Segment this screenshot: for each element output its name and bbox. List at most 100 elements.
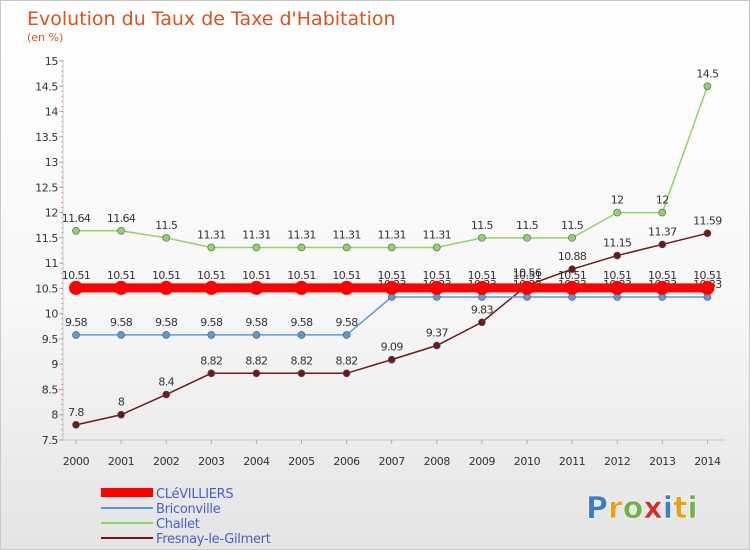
data-point	[429, 280, 444, 295]
data-point	[294, 280, 309, 295]
data-point	[339, 280, 354, 295]
x-tick-label: 2009	[469, 455, 496, 468]
y-tick-label: 14	[45, 106, 59, 119]
data-label: 9.09	[381, 341, 404, 354]
logo-wordmark: Proxiti	[586, 491, 698, 526]
data-point	[114, 280, 129, 295]
data-point	[297, 369, 306, 378]
data-point	[478, 234, 486, 242]
data-point	[342, 243, 351, 252]
data-point	[159, 280, 174, 295]
data-point	[342, 369, 351, 378]
unit-label: (en %)	[27, 31, 63, 44]
y-tick-label: 13	[45, 156, 59, 169]
y-tick-label: 10.5	[35, 282, 58, 295]
data-label: 10.51	[558, 269, 587, 282]
data-label: 10.51	[62, 269, 91, 282]
data-label: 10.51	[242, 269, 271, 282]
legend-label: Challet	[156, 517, 200, 532]
y-tick-label: 8.5	[42, 383, 59, 396]
x-tick-label: 2006	[333, 455, 360, 468]
data-label: 10.51	[468, 269, 497, 282]
y-tick-label: 13.5	[35, 131, 58, 144]
data-label: 11.31	[287, 228, 316, 241]
data-label: 11.64	[62, 212, 91, 225]
series-fresnay-le-gilmert: 7.8 8 8.4 8.82 8.82 8.82 8.82 9.09 9.37 9.83 10.56…	[68, 214, 723, 429]
data-label: 11.31	[332, 228, 361, 241]
x-tick-label: 2012	[604, 455, 630, 468]
data-label: 9.58	[336, 316, 359, 329]
data-label: 10.88	[558, 250, 587, 263]
data-point	[703, 82, 712, 91]
series-line	[75, 232, 708, 426]
data-label: 11.37	[648, 225, 677, 238]
data-point	[252, 331, 261, 339]
data-label: 9.58	[110, 316, 133, 329]
logo-letter: x	[643, 491, 662, 526]
y-tick-label: 10	[45, 308, 59, 321]
y-tick-label: 8	[51, 409, 58, 422]
y-tick-label: 7.5	[42, 434, 59, 447]
x-tick-label: 2001	[108, 455, 134, 468]
data-point	[252, 369, 261, 378]
data-point	[207, 243, 216, 252]
data-point	[162, 390, 170, 399]
data-label: 11.5	[561, 219, 584, 232]
data-label: 8.4	[158, 376, 174, 389]
y-tick-label: 11	[45, 257, 58, 270]
data-label: 11.59	[693, 214, 722, 227]
data-point	[384, 280, 399, 295]
x-tick-label: 2008	[424, 455, 451, 468]
y-tick-label: 9	[51, 358, 58, 371]
x-tick-label: 2013	[649, 455, 676, 468]
logo-letter: r	[608, 491, 623, 526]
data-label: 8	[118, 396, 125, 409]
data-point	[432, 243, 441, 252]
y-tick-label: 12.5	[35, 181, 58, 194]
data-label: 11.31	[197, 228, 226, 241]
x-tick-label: 2003	[198, 455, 225, 468]
data-label: 10.51	[197, 269, 226, 282]
data-point	[700, 280, 715, 295]
data-label: 11.64	[107, 212, 136, 225]
data-point	[72, 331, 80, 339]
data-point	[655, 280, 670, 295]
data-label: 9.58	[65, 316, 88, 329]
x-tick-label: 2002	[153, 455, 179, 468]
data-point	[297, 331, 306, 339]
data-point	[252, 243, 261, 252]
data-label: 11.5	[516, 219, 539, 232]
data-label: 8.82	[245, 354, 267, 367]
x-tick-label: 2010	[514, 455, 541, 468]
data-point	[520, 280, 534, 295]
data-point	[568, 265, 576, 273]
x-tick-label: 2004	[243, 455, 270, 468]
data-label: 14.5	[696, 67, 719, 80]
data-label: 10.56	[513, 266, 542, 279]
data-point	[568, 234, 576, 242]
data-label: 8.82	[336, 354, 358, 367]
data-point	[297, 243, 306, 252]
data-point	[72, 421, 80, 429]
x-tick-label: 2000	[63, 455, 90, 468]
data-point	[658, 240, 667, 249]
data-label: 10.51	[513, 269, 542, 282]
legend: CLéVILLIERSBriconvilleChalletFresnay-le-…	[101, 487, 271, 547]
legend-item: Fresnay-le-Gilmert	[101, 532, 271, 547]
x-tick-label: 2014	[694, 455, 721, 468]
data-label: 11.31	[242, 228, 271, 241]
data-label: 10.51	[287, 269, 316, 282]
data-point	[474, 280, 489, 295]
data-point	[565, 280, 580, 295]
data-point	[613, 251, 622, 260]
data-label: 9.37	[426, 327, 449, 340]
data-label: 10.51	[648, 269, 677, 282]
chart-title: Evolution du Taux de Taxe d'Habitation	[27, 8, 396, 30]
data-label: 11.31	[423, 228, 452, 241]
data-point	[523, 234, 531, 242]
data-label: 12	[656, 194, 669, 207]
legend-item: Challet	[101, 517, 200, 532]
data-point	[117, 410, 125, 419]
x-tick-label: 2005	[288, 455, 315, 468]
